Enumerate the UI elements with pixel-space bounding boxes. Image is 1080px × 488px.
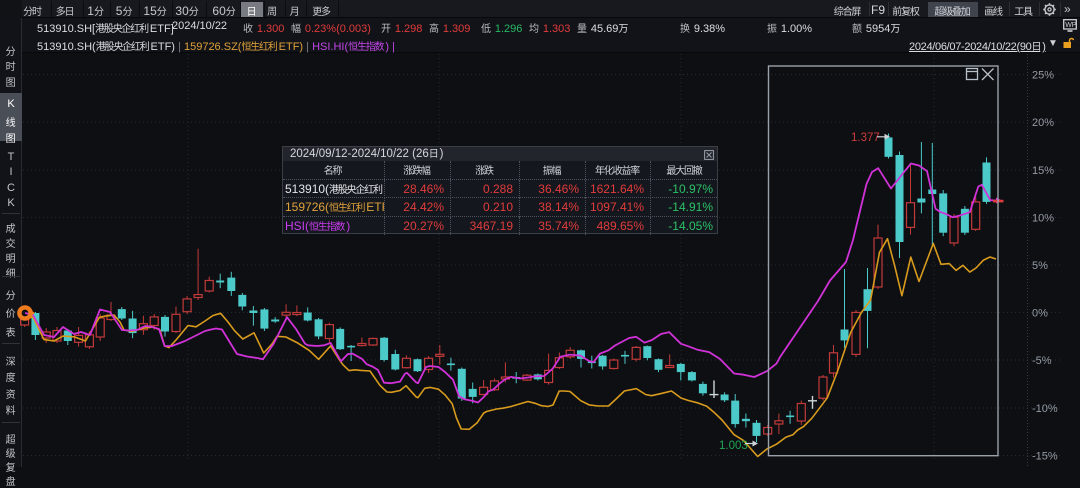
svg-text:1.377: 1.377 bbox=[851, 132, 880, 144]
svg-text:-5%: -5% bbox=[1032, 355, 1052, 367]
svg-text:20%: 20% bbox=[1032, 117, 1054, 129]
svg-text:15%: 15% bbox=[1032, 165, 1054, 177]
svg-text:WP: WP bbox=[1065, 22, 1077, 29]
svg-text:-15%: -15% bbox=[1032, 450, 1058, 462]
svg-text:10%: 10% bbox=[1032, 212, 1054, 224]
svg-text:5%: 5% bbox=[1032, 260, 1048, 272]
svg-text:0%: 0% bbox=[1032, 308, 1048, 320]
svg-text:25%: 25% bbox=[1032, 70, 1054, 82]
svg-text:-10%: -10% bbox=[1032, 403, 1058, 415]
svg-text:1.003: 1.003 bbox=[719, 440, 748, 452]
